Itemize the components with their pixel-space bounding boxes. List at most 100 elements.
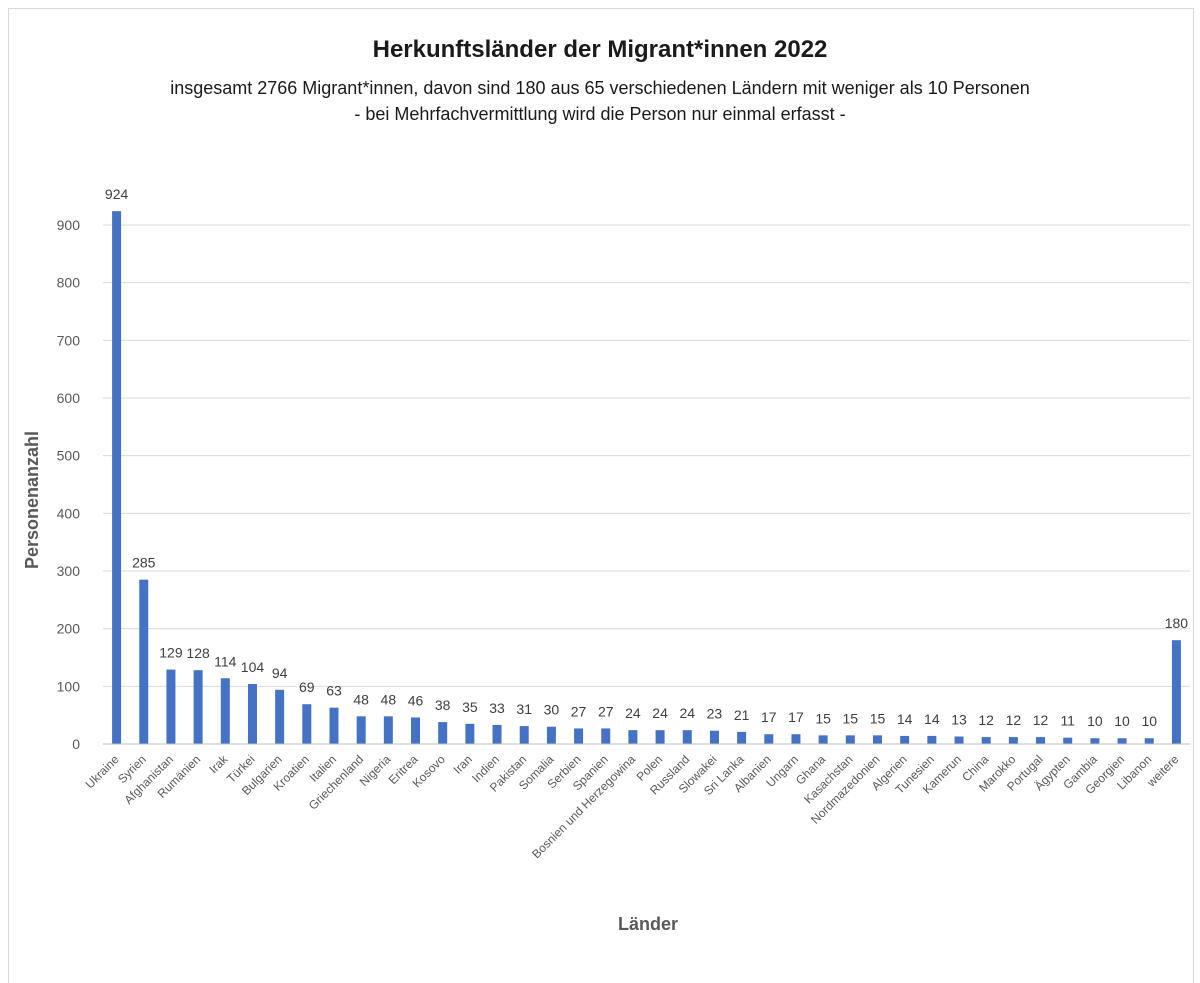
bar-nordmazedonien [872, 735, 882, 744]
data-label: 35 [462, 699, 478, 715]
bar-polen [655, 730, 665, 744]
data-label: 10 [1141, 713, 1157, 729]
bar-italien [329, 707, 339, 744]
data-label: 27 [571, 703, 587, 719]
y-tick-label: 200 [57, 621, 81, 637]
bar-ungarn [791, 734, 801, 744]
data-label: 17 [788, 709, 804, 725]
y-tick-label: 0 [72, 736, 80, 752]
data-label: 114 [214, 653, 237, 669]
y-tick-label: 800 [57, 275, 81, 291]
data-label: 69 [299, 679, 315, 695]
bar-china [981, 737, 991, 744]
bar-ukraine [112, 211, 122, 744]
chart-subtitle-line-1: insgesamt 2766 Migrant*innen, davon sind… [170, 78, 1030, 98]
bars [112, 211, 1181, 744]
data-label: 48 [353, 691, 369, 707]
bar-griechenland [356, 716, 366, 744]
bar-eritrea [411, 717, 421, 744]
data-label: 21 [734, 707, 750, 723]
bar-algerien [900, 735, 910, 744]
y-tick-label: 900 [57, 217, 81, 233]
y-tick-label: 400 [57, 505, 81, 521]
data-label: 12 [978, 712, 994, 728]
bar-libanon [1144, 738, 1154, 744]
data-label: 24 [652, 705, 668, 721]
data-label: 924 [105, 186, 129, 202]
bar-weitere [1171, 640, 1181, 744]
data-label: 11 [1060, 713, 1075, 729]
bar-afghanistan [166, 669, 176, 744]
bar-kosovo [438, 722, 448, 744]
y-axis-title: Personenanzahl [22, 431, 42, 569]
bar-nigeria [383, 716, 393, 744]
y-axis-ticks: 0 100 200 300 400 500 600 700 800 900 [57, 217, 81, 752]
chart-frame [8, 8, 1194, 983]
data-label: 94 [272, 665, 288, 681]
data-label: 63 [326, 683, 342, 699]
bar-kroatien [302, 704, 312, 744]
bar-bosnien-und-herzegowina [628, 730, 638, 744]
x-axis-title: Länder [618, 914, 678, 934]
data-label: 46 [408, 692, 424, 708]
data-label: 180 [1165, 615, 1189, 631]
gridlines [103, 224, 1190, 687]
bar-marokko [1008, 737, 1018, 744]
bar-kasachstan [845, 735, 855, 744]
data-label: 13 [951, 712, 967, 728]
data-label: 31 [516, 701, 532, 717]
bar-ghana [818, 735, 828, 744]
data-label: 24 [625, 705, 641, 721]
data-label: 14 [897, 711, 913, 727]
bar-somalia [546, 726, 556, 744]
bar-kamerun [954, 736, 964, 744]
bar-spanien [601, 728, 611, 744]
category-label: Ukraine [83, 752, 122, 791]
bar-albanien [764, 734, 774, 744]
data-label: 38 [435, 697, 451, 713]
data-label: 10 [1087, 713, 1103, 729]
y-tick-label: 300 [57, 563, 81, 579]
data-label: 15 [815, 710, 831, 726]
y-tick-label: 100 [57, 678, 81, 694]
bar-sri-lanka [737, 731, 747, 744]
bar-portugal [1036, 737, 1046, 744]
data-label: 10 [1114, 713, 1130, 729]
data-label: 128 [186, 645, 210, 661]
bar-ägypten [1063, 737, 1073, 744]
data-label: 30 [544, 702, 560, 718]
bar-bulgarien [275, 689, 285, 744]
data-label: 14 [924, 711, 940, 727]
bar-serbien [574, 728, 584, 744]
bar-irak [220, 678, 230, 744]
bar-gambia [1090, 738, 1100, 744]
data-label: 27 [598, 703, 614, 719]
data-label: 104 [241, 659, 265, 675]
bar-russland [682, 730, 692, 744]
chart-subtitle-line-2: - bei Mehrfachvermittlung wird die Perso… [354, 104, 846, 124]
chart-title: Herkunftsländer der Migrant*innen 2022 [372, 36, 828, 63]
bar-slowakei [709, 730, 719, 744]
data-label: 129 [159, 645, 183, 661]
bar-türkei [247, 684, 257, 744]
data-label: 24 [679, 705, 695, 721]
data-label: 15 [870, 710, 886, 726]
y-tick-label: 700 [57, 332, 81, 348]
data-label: 285 [132, 555, 156, 571]
y-tick-label: 500 [57, 448, 81, 464]
bar-indien [492, 724, 502, 744]
data-label: 12 [1006, 712, 1022, 728]
y-tick-label: 600 [57, 390, 81, 406]
category-label: Nigeria [357, 752, 394, 789]
bar-iran [465, 723, 475, 744]
data-label: 12 [1033, 712, 1049, 728]
bar-tunesien [927, 735, 937, 744]
bar-georgien [1117, 738, 1127, 744]
bar-syrien [139, 579, 149, 744]
data-label: 48 [381, 691, 397, 707]
data-label: 23 [707, 706, 723, 722]
data-label: 17 [761, 709, 777, 725]
